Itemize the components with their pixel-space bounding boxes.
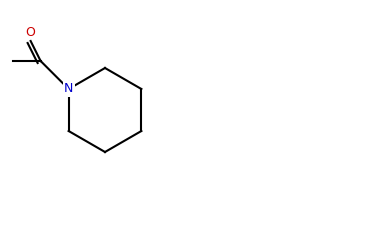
Text: N: N: [64, 83, 73, 95]
Text: O: O: [26, 27, 36, 40]
